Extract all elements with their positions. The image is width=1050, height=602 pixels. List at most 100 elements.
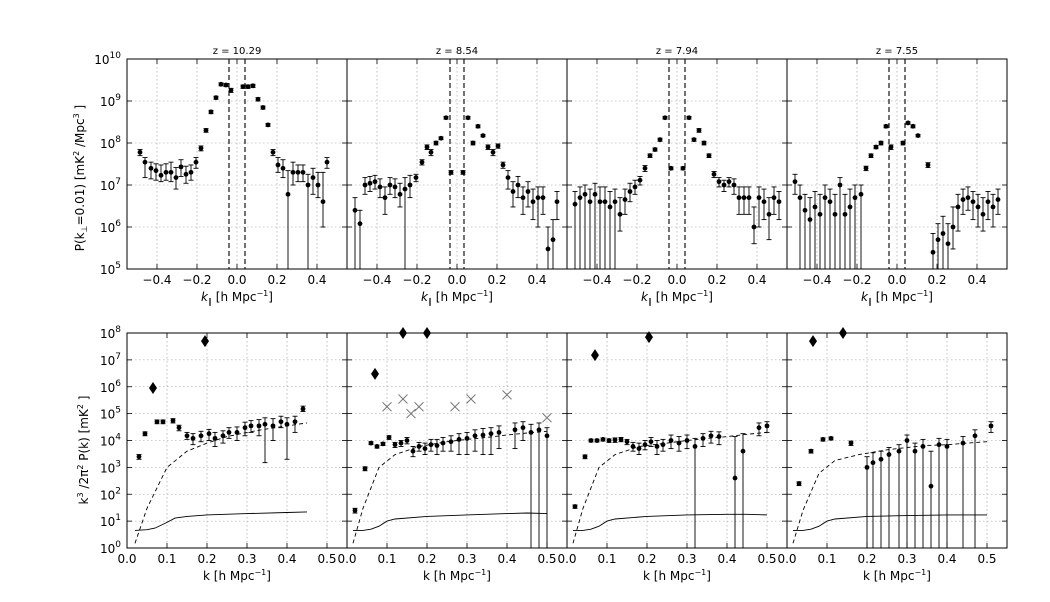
data-point bbox=[820, 436, 826, 442]
data-point bbox=[668, 165, 674, 171]
data-point bbox=[912, 448, 918, 454]
data-point bbox=[438, 135, 444, 141]
data-point bbox=[746, 195, 752, 201]
data-point bbox=[920, 444, 926, 449]
data-point bbox=[660, 442, 666, 448]
y-tick-label: 105 bbox=[100, 406, 121, 422]
cross-marker bbox=[406, 408, 416, 419]
data-point bbox=[240, 84, 246, 90]
model-curve-solid bbox=[353, 512, 548, 531]
data-point bbox=[572, 201, 578, 207]
cross-marker bbox=[502, 389, 512, 400]
panel-title: z = 10.29 bbox=[213, 46, 262, 57]
x-tick-label: −0.4 bbox=[362, 273, 391, 287]
data-point bbox=[612, 437, 618, 443]
data-point bbox=[896, 448, 902, 454]
data-point bbox=[858, 191, 864, 197]
data-point bbox=[550, 237, 556, 243]
data-point bbox=[515, 182, 521, 188]
data-point bbox=[280, 165, 286, 171]
diamond-marker bbox=[371, 367, 379, 380]
model-curve-solid bbox=[134, 511, 308, 531]
data-point bbox=[848, 440, 854, 446]
x-axis-label: k [h Mpc−1] bbox=[423, 568, 491, 583]
data-point bbox=[362, 466, 368, 472]
data-point bbox=[496, 430, 502, 435]
y-tick-label: 107 bbox=[100, 352, 121, 368]
x-tick-label: −0.4 bbox=[802, 273, 831, 287]
data-point bbox=[886, 452, 892, 457]
x-tick-label: 0.5 bbox=[757, 552, 776, 566]
data-point bbox=[594, 438, 600, 443]
data-point bbox=[440, 440, 446, 446]
data-point bbox=[812, 204, 818, 210]
data-point bbox=[985, 199, 991, 205]
data-point bbox=[988, 423, 994, 429]
data-point bbox=[392, 442, 398, 448]
data-point bbox=[692, 444, 698, 449]
y-tick-label: 1010 bbox=[94, 51, 121, 67]
data-point bbox=[178, 164, 184, 170]
data-point bbox=[290, 169, 296, 175]
diamond-marker bbox=[149, 381, 157, 394]
data-point bbox=[888, 144, 894, 150]
data-point bbox=[847, 204, 853, 210]
data-point bbox=[696, 127, 702, 133]
x-tick-label: −0.2 bbox=[842, 273, 871, 287]
data-point bbox=[176, 425, 182, 431]
data-point bbox=[142, 431, 148, 437]
x-tick-label: −0.4 bbox=[142, 273, 171, 287]
data-point bbox=[448, 439, 454, 445]
plot-content bbox=[572, 421, 770, 548]
y-tick-label: 105 bbox=[100, 261, 121, 277]
data-point bbox=[828, 435, 834, 441]
data-point bbox=[740, 448, 746, 454]
data-point bbox=[433, 140, 439, 146]
data-point bbox=[488, 431, 494, 437]
data-point bbox=[367, 180, 373, 186]
data-point bbox=[183, 171, 189, 177]
data-point bbox=[320, 199, 326, 205]
data-point bbox=[636, 446, 642, 451]
data-point bbox=[587, 199, 593, 205]
data-point bbox=[170, 418, 176, 424]
figure-labels: P(k⊥=0.01) [mK2 /Mpc3 ] k3 /2π2 P(k) [mK… bbox=[72, 105, 91, 505]
x-tick-label: 0.2 bbox=[927, 273, 946, 287]
y-tick-label: 102 bbox=[100, 486, 121, 502]
x-tick-label: 0.0 bbox=[117, 552, 136, 566]
data-point bbox=[377, 184, 383, 190]
data-point bbox=[392, 184, 398, 190]
data-point bbox=[796, 481, 802, 486]
data-point bbox=[168, 169, 174, 175]
data-point bbox=[792, 179, 798, 185]
x-tick-label: 0.5 bbox=[317, 552, 336, 566]
data-point bbox=[776, 199, 782, 205]
panel-7: 0.0 0.1 0.2 0.3 0.4 0.5 k [h Mpc−1] bbox=[557, 331, 788, 583]
y-tick-label: 108 bbox=[100, 325, 121, 341]
data-point bbox=[648, 439, 654, 445]
x-tick-label: 0.4 bbox=[967, 273, 986, 287]
cross-marker bbox=[398, 394, 408, 404]
data-point bbox=[285, 191, 291, 197]
data-point bbox=[160, 419, 166, 425]
panel-title: z = 7.94 bbox=[656, 46, 698, 57]
data-point bbox=[617, 211, 623, 217]
data-point bbox=[193, 159, 199, 165]
data-point bbox=[915, 133, 921, 139]
x-tick-label: 0.2 bbox=[637, 552, 656, 566]
cross-marker bbox=[466, 394, 476, 404]
data-point bbox=[142, 159, 148, 165]
data-point bbox=[832, 211, 838, 217]
y-tick-label: 104 bbox=[100, 433, 121, 449]
data-point bbox=[218, 81, 224, 87]
panel-5: 0.0 0.1 0.2 0.3 0.4 0.5 100 101 102 103 104 105 106 1… bbox=[100, 325, 348, 583]
x-tick-label: 0.4 bbox=[527, 273, 546, 287]
x-axis-label: k∥ [h Mpc−1] bbox=[861, 289, 933, 306]
data-point bbox=[771, 195, 777, 201]
data-point bbox=[944, 444, 950, 449]
x-tick-label: 0.3 bbox=[677, 552, 696, 566]
x-tick-label: 0.3 bbox=[457, 552, 476, 566]
data-point bbox=[208, 109, 214, 115]
data-point bbox=[572, 504, 578, 509]
